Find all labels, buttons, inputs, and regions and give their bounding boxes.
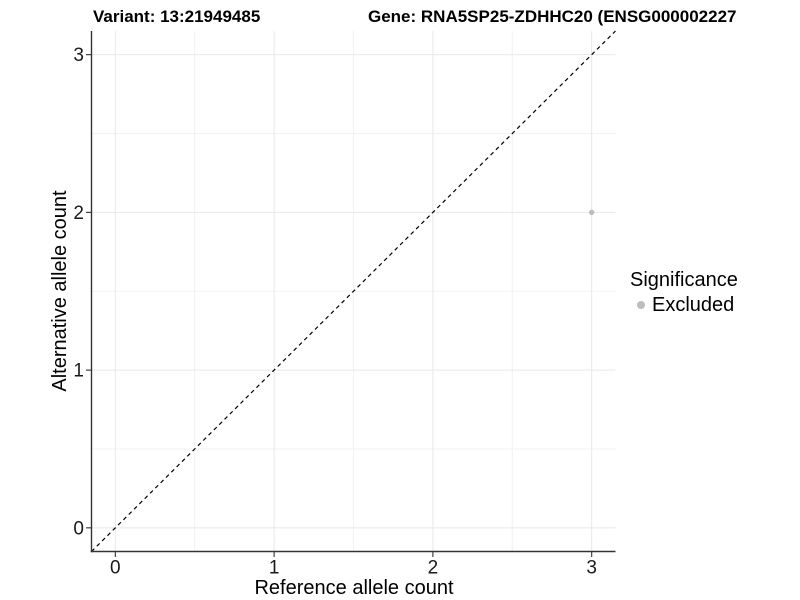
- x-tick-label: 2: [428, 558, 439, 579]
- x-axis-title: Reference allele count: [254, 577, 454, 599]
- legend-title: Significance: [630, 269, 738, 291]
- y-tick-label: 3: [73, 45, 84, 66]
- x-tick-label: 0: [110, 558, 121, 579]
- y-axis-title: Alternative allele count: [49, 190, 71, 392]
- legend-item-label: Excluded: [652, 294, 735, 316]
- legend-key-dot-icon: [637, 301, 645, 309]
- plot-title-gene: Gene: RNA5SP25-ZDHHC20 (ENSG000002227: [368, 7, 737, 26]
- plot-title-variant: Variant: 13:21949485: [93, 7, 261, 26]
- y-tick-label: 1: [73, 361, 84, 382]
- y-tick-label: 2: [73, 203, 84, 224]
- identity-line: [91, 30, 616, 552]
- data-point: [588, 209, 595, 216]
- x-tick-label: 3: [586, 558, 597, 579]
- x-tick-label: 1: [269, 558, 280, 579]
- legend: Significance Excluded: [630, 269, 738, 316]
- legend-item-excluded: Excluded: [630, 294, 738, 316]
- y-tick-label: 0: [73, 518, 84, 539]
